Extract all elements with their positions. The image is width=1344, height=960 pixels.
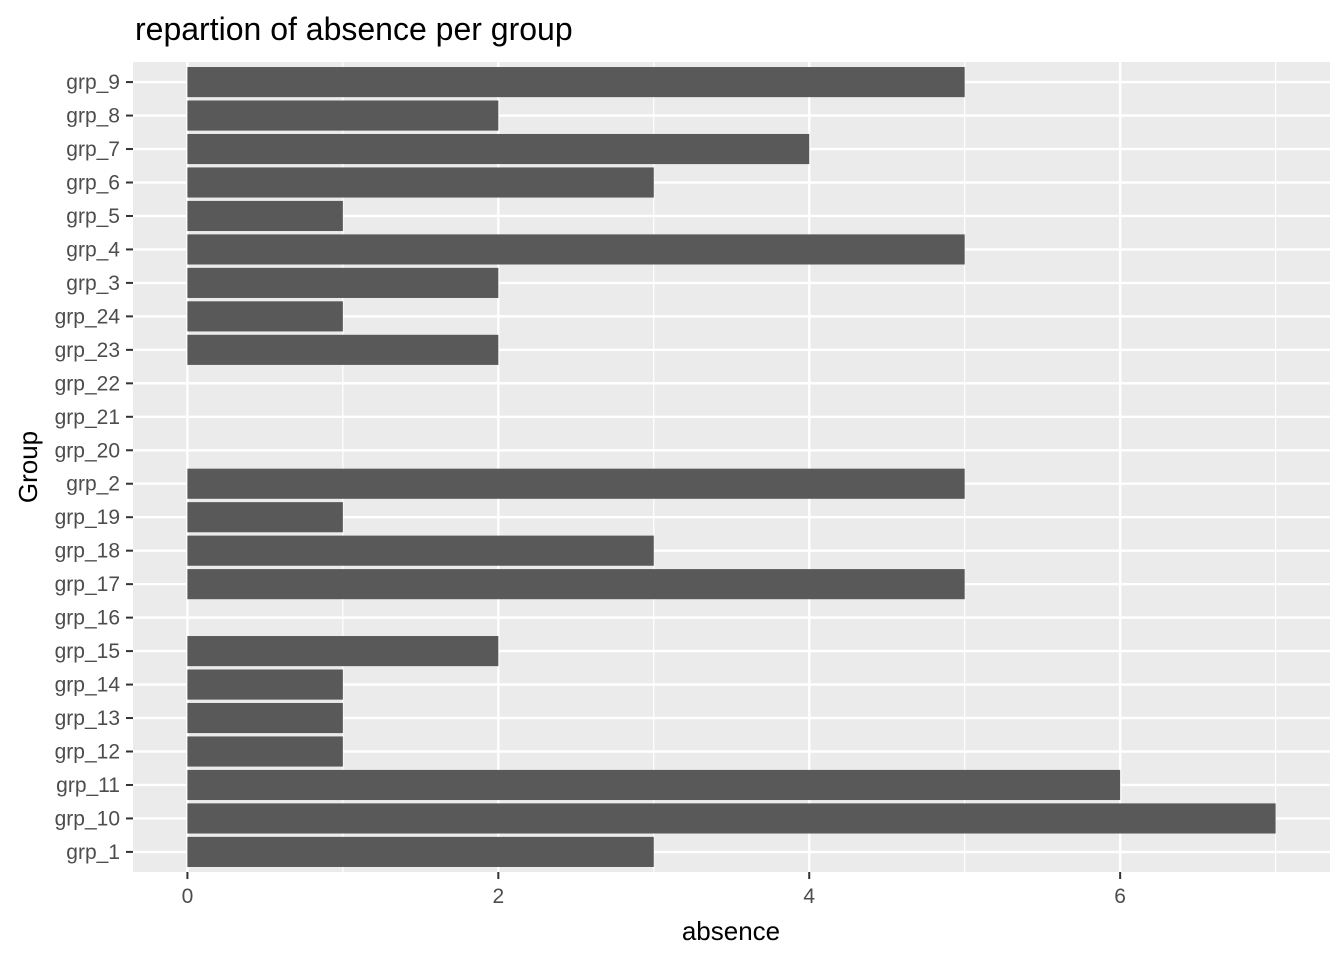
bars (187, 67, 1276, 867)
bar (187, 803, 1276, 834)
bar (187, 200, 343, 232)
bar (187, 836, 654, 867)
bar (187, 769, 1121, 801)
y-tick-label: grp_4 (66, 238, 120, 261)
bar (187, 234, 965, 265)
x-tick-label: 6 (1114, 885, 1126, 908)
bar (187, 334, 499, 365)
y-tick-label: grp_20 (55, 439, 120, 462)
bar (187, 702, 343, 734)
y-tick-label: grp_19 (55, 506, 120, 529)
y-tick-label: grp_10 (55, 807, 120, 830)
chart-title: repartion of absence per group (135, 11, 573, 47)
y-tick-label: grp_14 (55, 674, 121, 697)
y-tick-label: grp_12 (55, 741, 120, 764)
y-tick-label: grp_13 (55, 707, 120, 730)
bar (187, 502, 343, 533)
bar (187, 301, 343, 332)
x-axis-title: absence (682, 916, 780, 946)
y-tick-label: grp_18 (55, 540, 120, 563)
bar (187, 736, 343, 767)
bar (187, 669, 343, 700)
x-tick-label: 0 (182, 885, 194, 908)
y-axis-title: Group (13, 431, 43, 503)
x-axis-ticks: 0 2 4 6 (182, 872, 1126, 908)
bar (187, 133, 810, 165)
y-tick-label: grp_24 (55, 305, 121, 328)
y-tick-label: grp_5 (66, 205, 120, 228)
y-tick-label: grp_22 (55, 372, 120, 395)
bar (187, 636, 499, 667)
x-tick-label: 2 (492, 885, 504, 908)
y-tick-label: grp_7 (66, 138, 120, 161)
y-axis-ticks: grp_1 grp_10 grp_11 grp_12 grp_13 grp_14 grp_1… (55, 71, 133, 864)
bar (187, 267, 499, 298)
bar (187, 468, 965, 499)
y-tick-label: grp_23 (55, 339, 120, 362)
y-tick-label: grp_21 (55, 406, 120, 429)
y-tick-label: grp_3 (66, 272, 120, 295)
bar (187, 569, 965, 600)
y-tick-label: grp_17 (55, 573, 120, 596)
bar (187, 100, 499, 131)
bar (187, 535, 654, 566)
y-tick-label: grp_11 (56, 774, 120, 797)
bar (187, 67, 965, 98)
y-tick-label: grp_6 (66, 171, 120, 194)
x-tick-label: 4 (803, 885, 815, 908)
y-tick-label: grp_1 (66, 841, 120, 864)
y-tick-label: grp_15 (55, 640, 120, 663)
y-tick-label: grp_8 (66, 105, 120, 128)
y-tick-label: grp_9 (66, 71, 120, 94)
y-tick-label: grp_2 (66, 473, 120, 496)
y-tick-label: grp_16 (55, 607, 120, 630)
bar (187, 167, 654, 198)
